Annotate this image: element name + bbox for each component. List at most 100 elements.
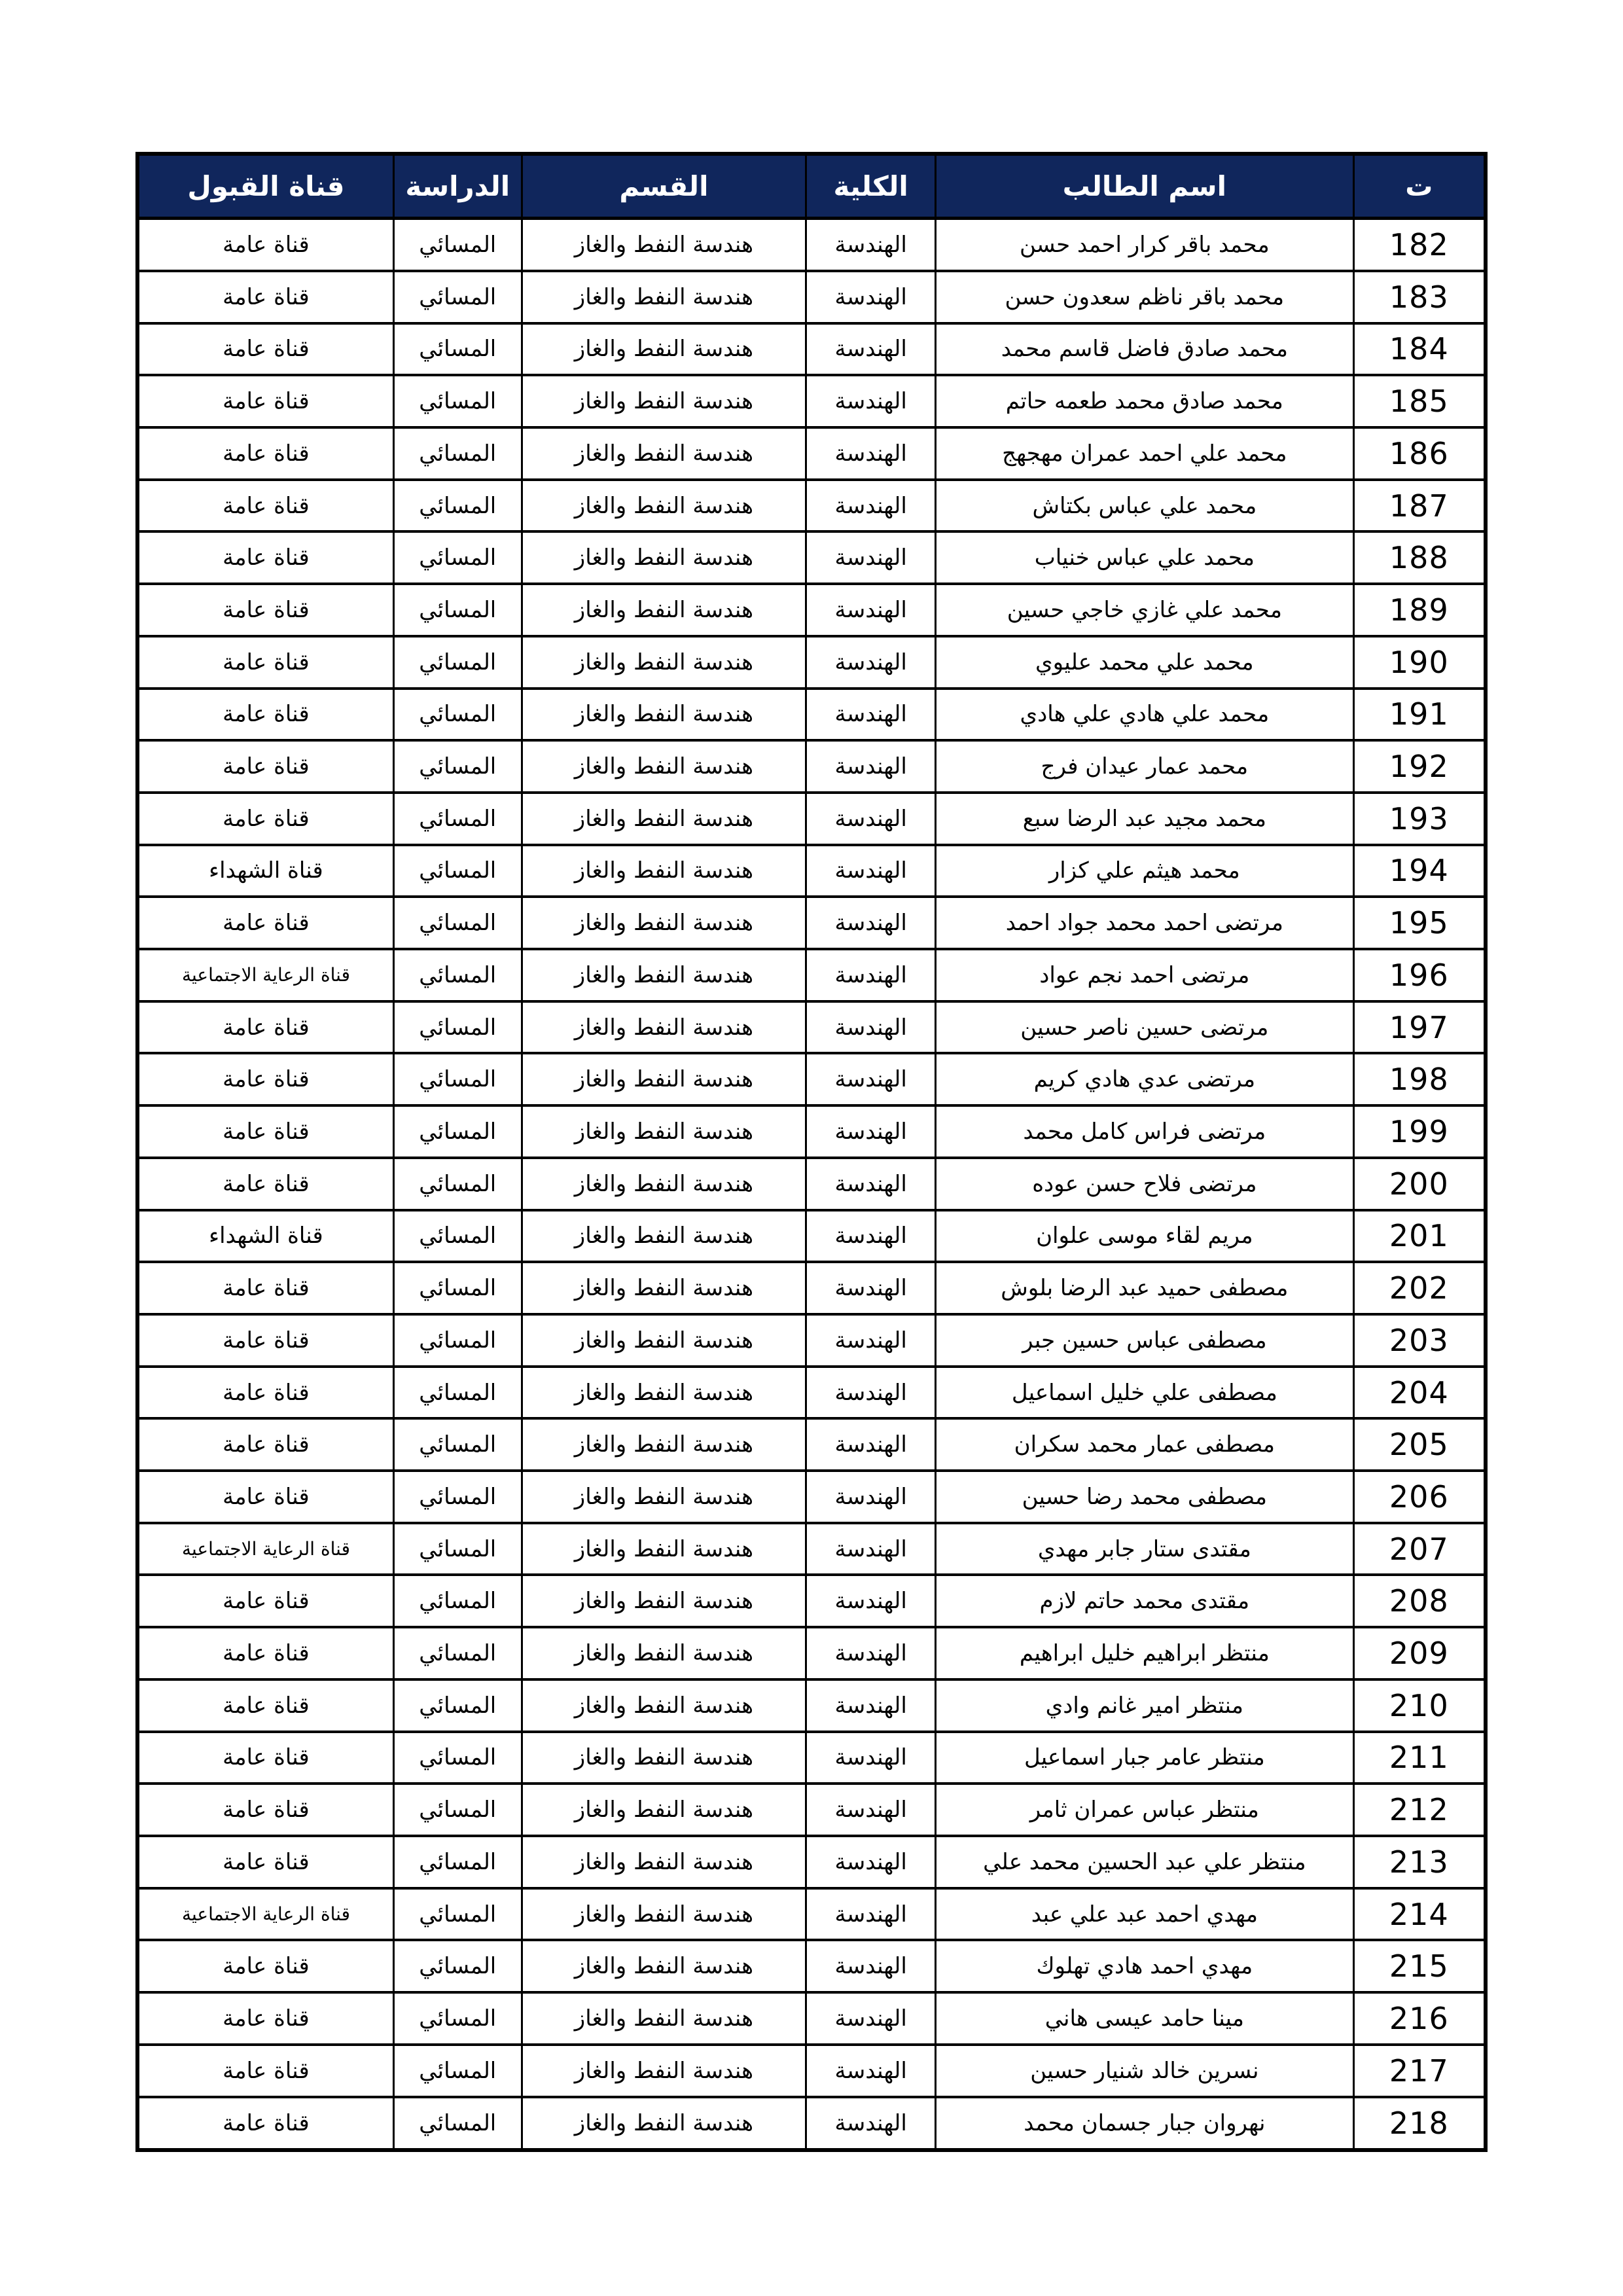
cell-study: المسائي [392, 583, 523, 637]
cell-dept: هندسة النفط والغاز [520, 1939, 808, 1994]
cell-college: الهندسة [805, 634, 937, 690]
cell-name: مينا حامد عيسى هاني [935, 1991, 1355, 2046]
cell-name: مرتضى فلاح حسن عوده [935, 1156, 1355, 1211]
cell-study: المسائي [392, 1208, 523, 1264]
table-row: 189 محمد علي غازي خاجي حسين الهندسة هندس… [136, 583, 1487, 637]
cell-study: المسائي [392, 426, 523, 481]
cell-no: 190 [1352, 634, 1487, 690]
column-header-college: الكلية [805, 152, 937, 220]
cell-no: 187 [1352, 478, 1487, 533]
cell-college: الهندسة [805, 1261, 937, 1316]
table-row: 192 محمد عمار عيدان فرج الهندسة هندسة ال… [136, 739, 1487, 794]
cell-channel: قناة عامة [136, 999, 395, 1055]
cell-no: 209 [1352, 1626, 1487, 1681]
table-row: 188 محمد علي عباس خنياب الهندسة هندسة ال… [136, 530, 1487, 586]
cell-college: الهندسة [805, 374, 937, 429]
cell-no: 203 [1352, 1312, 1487, 1368]
cell-study: المسائي [392, 2043, 523, 2098]
cell-college: الهندسة [805, 1834, 937, 1890]
cell-dept: هندسة النفط والغاز [520, 426, 808, 481]
cell-dept: هندسة النفط والغاز [520, 1261, 808, 1316]
cell-study: المسائي [392, 999, 523, 1055]
cell-name: منتظر امير غانم وادي [935, 1677, 1355, 1733]
cell-no: 213 [1352, 1834, 1487, 1890]
cell-name: منتظر عامر جبار اسماعيل [935, 1730, 1355, 1785]
cell-dept: هندسة النفط والغاز [520, 1626, 808, 1681]
cell-study: المسائي [392, 1782, 523, 1837]
cell-no: 193 [1352, 791, 1487, 846]
cell-study: المسائي [392, 1365, 523, 1420]
cell-no: 216 [1352, 1991, 1487, 2046]
cell-name: مرتضى عدي هادي كريم [935, 1052, 1355, 1107]
cell-college: الهندسة [805, 791, 937, 846]
cell-college: الهندسة [805, 895, 937, 951]
cell-no: 199 [1352, 1104, 1487, 1159]
cell-dept: هندسة النفط والغاز [520, 217, 808, 272]
cell-no: 205 [1352, 1417, 1487, 1473]
cell-name: منتظر علي عبد الحسين محمد علي [935, 1834, 1355, 1890]
cell-college: الهندسة [805, 426, 937, 481]
cell-study: المسائي [392, 1312, 523, 1368]
cell-channel: قناة عامة [136, 1834, 395, 1890]
table-row: 183 محمد باقر ناظم سعدون حسن الهندسة هند… [136, 269, 1487, 325]
cell-name: منتظر ابراهيم خليل ابراهيم [935, 1626, 1355, 1681]
cell-study: المسائي [392, 1052, 523, 1107]
cell-college: الهندسة [805, 739, 937, 794]
cell-dept: هندسة النفط والغاز [520, 1365, 808, 1420]
table-body: 182 محمد باقر كرار احمد حسن الهندسة هندس… [136, 217, 1487, 2151]
cell-college: الهندسة [805, 1939, 937, 1994]
table-row: 206 مصطفى محمد رضا حسين الهندسة هندسة ال… [136, 1469, 1487, 1524]
cell-college: الهندسة [805, 2095, 937, 2151]
cell-dept: هندسة النفط والغاز [520, 1312, 808, 1368]
table-row: 182 محمد باقر كرار احمد حسن الهندسة هندس… [136, 217, 1487, 272]
table-header: ت اسم الطالب الكلية القسم الدراسة قناة ا… [136, 152, 1487, 220]
table-row: 190 محمد علي محمد عليوي الهندسة هندسة ال… [136, 634, 1487, 690]
cell-college: الهندسة [805, 530, 937, 586]
cell-channel: قناة عامة [136, 634, 395, 690]
cell-channel: قناة عامة [136, 2043, 395, 2098]
cell-dept: هندسة النفط والغاز [520, 478, 808, 533]
cell-college: الهندسة [805, 948, 937, 1003]
table-row: 205 مصطفى عمار محمد سكران الهندسة هندسة … [136, 1417, 1487, 1473]
cell-name: محمد علي غازي خاجي حسين [935, 583, 1355, 637]
table-row: 196 مرتضى احمد نجم عواد الهندسة هندسة ال… [136, 948, 1487, 1003]
cell-channel: قناة عامة [136, 217, 395, 272]
cell-study: المسائي [392, 321, 523, 377]
cell-dept: هندسة النفط والغاز [520, 530, 808, 586]
header-row: ت اسم الطالب الكلية القسم الدراسة قناة ا… [136, 152, 1487, 220]
cell-study: المسائي [392, 1573, 523, 1629]
cell-no: 191 [1352, 687, 1487, 742]
cell-no: 212 [1352, 1782, 1487, 1837]
cell-college: الهندسة [805, 1052, 937, 1107]
cell-college: الهندسة [805, 1991, 937, 2046]
cell-study: المسائي [392, 948, 523, 1003]
cell-dept: هندسة النفط والغاز [520, 1573, 808, 1629]
cell-no: 189 [1352, 583, 1487, 637]
cell-name: مصطفى علي خليل اسماعيل [935, 1365, 1355, 1420]
table-row: 207 مقتدى ستار جابر مهدي الهندسة هندسة ا… [136, 1521, 1487, 1577]
cell-dept: هندسة النفط والغاز [520, 999, 808, 1055]
cell-study: المسائي [392, 1104, 523, 1159]
cell-dept: هندسة النفط والغاز [520, 321, 808, 377]
cell-name: مرتضى احمد نجم عواد [935, 948, 1355, 1003]
cell-no: 195 [1352, 895, 1487, 951]
cell-name: محمد باقر كرار احمد حسن [935, 217, 1355, 272]
column-header-channel: قناة القبول [136, 152, 395, 220]
cell-channel: قناة الرعاية الاجتماعية [136, 1886, 395, 1942]
cell-college: الهندسة [805, 478, 937, 533]
cell-study: المسائي [392, 530, 523, 586]
cell-name: محمد علي عباس بكتاش [935, 478, 1355, 533]
cell-no: 214 [1352, 1886, 1487, 1942]
cell-dept: هندسة النفط والغاز [520, 1730, 808, 1785]
cell-channel: قناة عامة [136, 739, 395, 794]
cell-dept: هندسة النفط والغاز [520, 1104, 808, 1159]
table-row: 210 منتظر امير غانم وادي الهندسة هندسة ا… [136, 1677, 1487, 1733]
cell-dept: هندسة النفط والغاز [520, 1052, 808, 1107]
cell-no: 188 [1352, 530, 1487, 586]
table-row: 203 مصطفى عباس حسين جبر الهندسة هندسة ال… [136, 1312, 1487, 1368]
table-row: 187 محمد علي عباس بكتاش الهندسة هندسة ال… [136, 478, 1487, 533]
cell-dept: هندسة النفط والغاز [520, 843, 808, 899]
cell-college: الهندسة [805, 687, 937, 742]
cell-college: الهندسة [805, 1156, 937, 1211]
